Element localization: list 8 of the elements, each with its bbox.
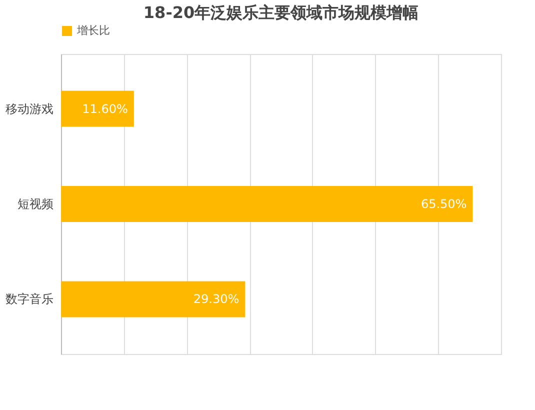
y-tick-label: 移动游戏 [6, 102, 54, 116]
data-label: 11.60% [82, 102, 128, 116]
legend-label: 增长比 [76, 24, 110, 37]
data-label: 65.50% [420, 197, 467, 211]
y-tick-label: 短视频 [18, 197, 54, 211]
y-tick-label: 数字音乐 [6, 292, 54, 306]
data-label: 29.30% [193, 292, 240, 306]
chart-title: 18-20年泛娱乐主要领域市场规模增幅 [143, 3, 419, 22]
